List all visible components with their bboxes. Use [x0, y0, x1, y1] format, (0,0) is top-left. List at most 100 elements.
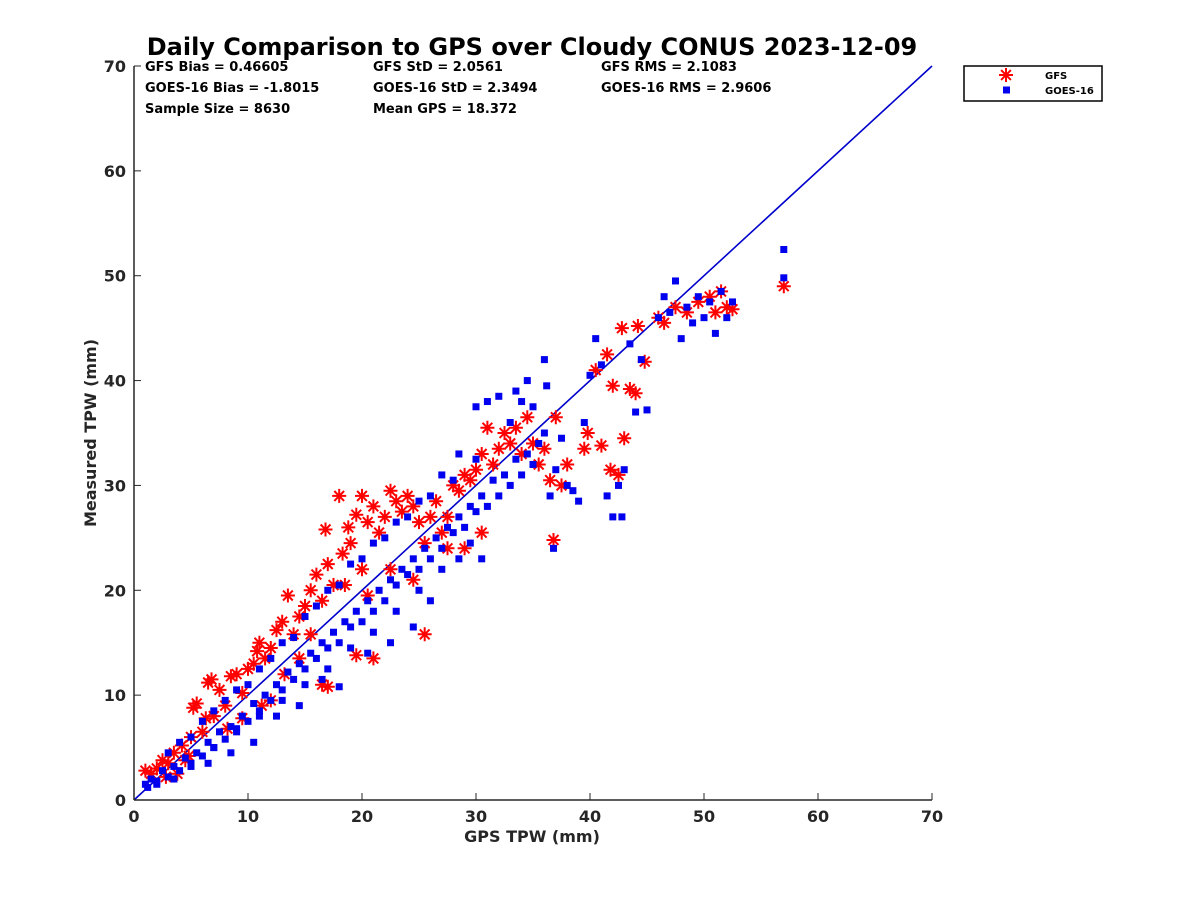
- gfs-point: [263, 641, 278, 655]
- gfs-point: [497, 426, 512, 440]
- goes16-point: [637, 356, 645, 364]
- goes16-point: [261, 691, 269, 699]
- goes16-point: [643, 406, 651, 414]
- gfs-point: [360, 515, 375, 530]
- gfs-point: [520, 410, 535, 425]
- goes16-point: [375, 586, 383, 594]
- goes16-point: [290, 633, 298, 641]
- gfs-point: [560, 457, 575, 472]
- goes16-point: [552, 466, 560, 474]
- gfs-point: [600, 347, 615, 362]
- goes16-point: [358, 555, 366, 563]
- gfs-point: [250, 644, 265, 659]
- goes16-point: [483, 502, 491, 510]
- x-tick-label: 20: [351, 807, 373, 826]
- gfs-point: [320, 557, 335, 572]
- goes16-point: [672, 277, 679, 285]
- goes16-point: [176, 767, 184, 775]
- goes16-point: [483, 398, 491, 406]
- gfs-point: [275, 614, 290, 629]
- gfs-point: [776, 279, 791, 294]
- goes16-point: [193, 749, 201, 757]
- reference-line: [133, 65, 933, 801]
- y-axis-label: Measured TPW (mm): [81, 339, 100, 527]
- stat-gfs-bias: GFS Bias = 0.46605: [145, 60, 288, 75]
- gfs-point: [366, 499, 381, 514]
- goes16-point: [369, 628, 377, 636]
- goes16-point: [780, 274, 788, 282]
- plot-area: 0 10 20 30 40 50 60 70 0 10 20 30 40 50 60 70: [104, 57, 943, 826]
- goes16-point: [472, 455, 480, 463]
- gfs-point: [303, 627, 318, 642]
- goes16-point: [529, 460, 537, 468]
- goes16-point: [438, 544, 446, 552]
- gfs-point: [315, 677, 330, 692]
- gfs-point: [412, 515, 426, 530]
- gfs-point: [491, 441, 506, 456]
- gfs-point: [486, 457, 501, 472]
- goes16-point: [461, 523, 469, 531]
- goes16-point: [284, 668, 292, 676]
- goes16-point: [466, 539, 474, 547]
- goes16-point: [204, 759, 212, 767]
- gfs-point: [355, 488, 369, 503]
- stat-gfs-rms: GFS RMS = 2.1083: [601, 60, 737, 75]
- gfs-point: [343, 536, 358, 551]
- legend-gfs-asterisk: [999, 68, 1013, 82]
- gfs-point: [603, 462, 618, 477]
- goes16-point: [409, 555, 417, 563]
- goes16-point: [227, 723, 235, 731]
- gfs-point: [406, 499, 421, 514]
- x-tick-label: 0: [128, 807, 139, 826]
- goes16-point: [341, 618, 349, 626]
- y-tick-label: 20: [104, 581, 126, 600]
- goes16-point: [164, 749, 172, 757]
- gfs-point: [144, 766, 159, 781]
- goes16-point: [301, 613, 309, 620]
- gfs-point: [546, 533, 561, 547]
- goes16-point: [250, 738, 258, 746]
- goes16-point: [489, 476, 497, 484]
- goes16-point: [144, 783, 152, 791]
- goes16-point: [580, 419, 588, 427]
- gfs-point: [195, 724, 210, 739]
- goes16-point: [694, 293, 702, 301]
- gfs-point: [223, 669, 238, 684]
- gfs-point: [258, 651, 273, 666]
- goes16-point: [352, 607, 360, 615]
- goes16-point: [255, 665, 263, 673]
- goes16-point: [330, 628, 337, 636]
- x-axis-label: GPS TPW (mm): [464, 827, 600, 846]
- goes16-point: [318, 675, 326, 683]
- goes16-point: [543, 382, 551, 390]
- gfs-point: [318, 522, 333, 537]
- gfs-point: [417, 627, 432, 642]
- goes16-point: [626, 340, 634, 348]
- goes16-point: [250, 700, 258, 708]
- gfs-point: [235, 686, 250, 700]
- gfs-point: [201, 675, 216, 690]
- goes16-point: [216, 728, 223, 736]
- gfs-point: [298, 599, 312, 613]
- y-tick-label: 10: [104, 686, 126, 705]
- gfs-point: [292, 609, 307, 624]
- goes16-point: [358, 618, 366, 626]
- gfs-point: [394, 504, 409, 519]
- goes16-point: [387, 576, 394, 584]
- gfs-point: [303, 583, 318, 598]
- gfs-point: [440, 509, 455, 524]
- goes16-point: [312, 602, 320, 610]
- goes16-point: [558, 434, 565, 442]
- goes16-point: [711, 329, 719, 337]
- gfs-point: [326, 578, 341, 592]
- gfs-point: [628, 386, 643, 401]
- gfs-point: [383, 562, 398, 577]
- gfs-point: [702, 289, 717, 304]
- goes16-point: [438, 565, 446, 573]
- y-tick-label: 70: [104, 57, 126, 76]
- gfs-point: [423, 509, 438, 524]
- goes16-point: [181, 754, 189, 762]
- goes16-point: [478, 555, 486, 563]
- gfs-point: [360, 588, 375, 603]
- gfs-point: [383, 483, 398, 498]
